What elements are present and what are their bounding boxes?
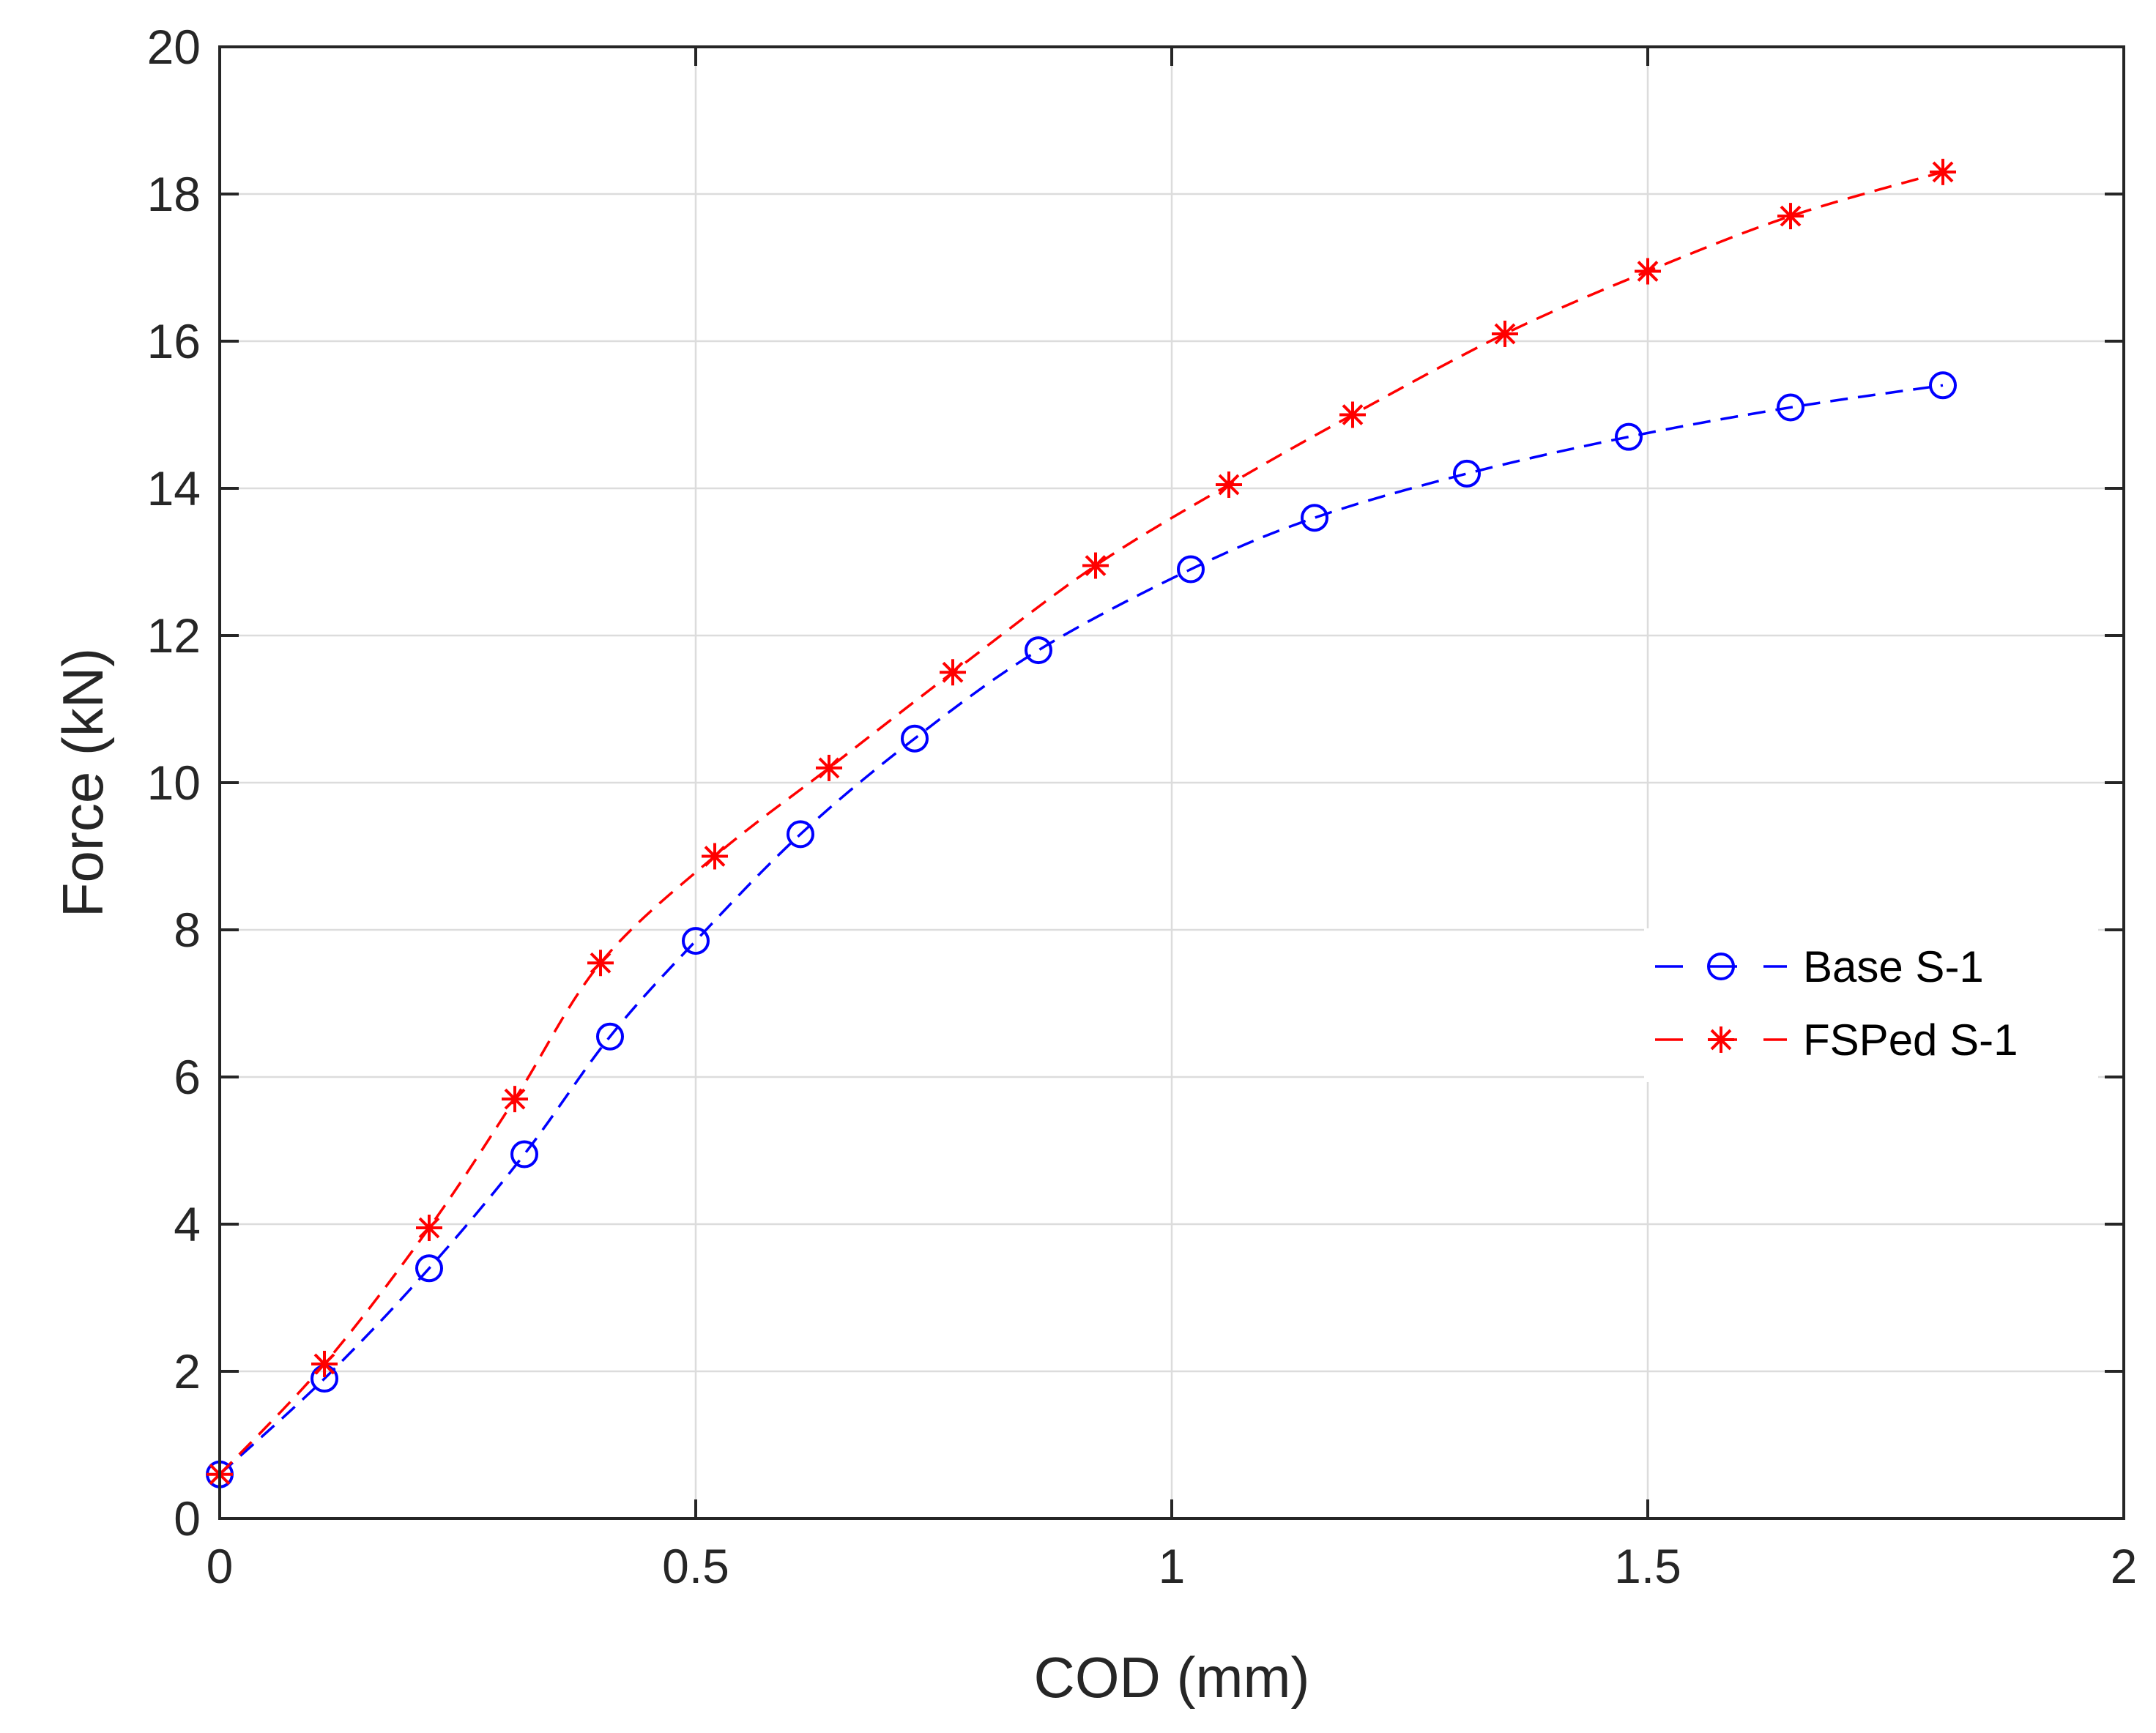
x-tick-label: 0.5 (662, 1539, 729, 1593)
y-tick-label: 0 (174, 1491, 201, 1546)
asterisk-stroke (1494, 323, 1516, 345)
x-tick-label: 2 (2111, 1539, 2138, 1593)
series-2-point (1082, 552, 1109, 579)
series-1-point (1453, 459, 1481, 488)
axis-ticks (218, 45, 2125, 1520)
series-line-2 (218, 171, 1944, 1475)
series-1-point (510, 1140, 538, 1169)
legend-marker-2 (1708, 1026, 1734, 1053)
y-tick-label: 6 (174, 1050, 201, 1104)
series-1-point (1177, 555, 1205, 584)
asterisk-stroke (418, 1217, 440, 1239)
series-2-point (702, 843, 728, 870)
series-1-point (901, 724, 929, 753)
asterisk-stroke (1218, 474, 1240, 496)
asterisk-stroke (942, 661, 964, 683)
legend: Base S-1 FSPed S-1 (1644, 928, 2098, 1082)
y-tick-label: 2 (174, 1344, 201, 1398)
asterisk-stroke (1637, 261, 1659, 282)
y-tick-label: 18 (147, 167, 201, 221)
series-1-point (682, 927, 710, 955)
y-tick-label: 14 (147, 461, 201, 515)
y-tick-label: 8 (174, 903, 201, 957)
asterisk-stroke (1710, 1029, 1732, 1051)
asterisk-stroke (818, 757, 840, 779)
series-2-point (311, 1350, 338, 1377)
series-2-point (1635, 258, 1661, 285)
x-tick-label: 1 (1159, 1539, 1186, 1593)
asterisk-stroke (504, 1088, 526, 1110)
legend-label-1: Base S-1 (1803, 942, 1984, 991)
x-tick-label: 1.5 (1614, 1539, 1681, 1593)
series-2-point (416, 1215, 442, 1242)
asterisk-stroke (590, 952, 612, 974)
asterisk-stroke (704, 846, 726, 867)
legend-marker-1 (1707, 953, 1735, 980)
y-tick-label: 16 (147, 314, 201, 368)
legend-label-2: FSPed S-1 (1803, 1015, 2018, 1065)
y-tick-label: 4 (174, 1197, 201, 1251)
series-2-point (1930, 158, 1956, 185)
asterisk-stroke (1342, 404, 1364, 425)
y-tick-label: 12 (147, 608, 201, 663)
series-2-point (1777, 203, 1804, 230)
series-2-point (587, 950, 614, 977)
series-2-point (940, 659, 966, 686)
series-1-point (1301, 504, 1328, 532)
x-tick-label: 0 (207, 1539, 234, 1593)
series-2-point (816, 754, 842, 781)
x-axis-title: COD (mm) (1034, 1645, 1310, 1710)
grid-lines (218, 45, 2125, 1520)
y-tick-label: 20 (147, 20, 201, 74)
series-2-point (1339, 401, 1366, 428)
series-line-1 (218, 384, 1944, 1475)
asterisk-stroke (313, 1353, 335, 1375)
series-2-point (1492, 320, 1518, 347)
asterisk-stroke (1780, 205, 1802, 227)
series-2-point (1216, 471, 1242, 498)
series-1-point (596, 1022, 624, 1051)
asterisk-stroke (1932, 161, 1954, 183)
series-lines (218, 171, 1944, 1475)
series-1-point (1777, 393, 1804, 422)
legend-entries: Base S-1 FSPed S-1 (1655, 942, 2018, 1065)
series-1-point (1025, 636, 1052, 665)
asterisk-stroke (1085, 555, 1107, 576)
series-2-point (502, 1086, 528, 1113)
series-1-point (1615, 422, 1643, 451)
series-markers (206, 158, 1957, 1488)
series-1-point (1929, 371, 1957, 400)
y-tick-label: 10 (147, 756, 201, 810)
series-1-point (787, 820, 814, 849)
series-1-point (415, 1254, 443, 1283)
y-axis-title: Force (kN) (51, 648, 115, 917)
